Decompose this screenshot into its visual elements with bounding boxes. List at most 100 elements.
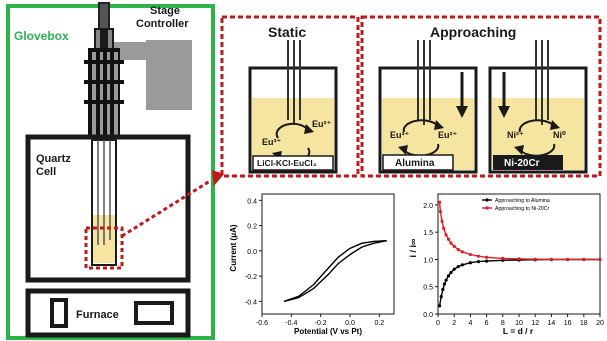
nicr-label: Ni-20Cr bbox=[504, 158, 540, 169]
plot-frame bbox=[437, 193, 601, 315]
approach-legend: Approaching to Alumina Approaching to Ni-… bbox=[482, 198, 550, 212]
cv-series bbox=[283, 240, 387, 303]
y-tick-label: -0.2 bbox=[245, 274, 257, 281]
stage-label-2: Controller bbox=[136, 18, 189, 30]
static-label-box bbox=[252, 155, 334, 171]
stage-label-1: Stage bbox=[150, 5, 180, 17]
y-tick-label: 0.0 bbox=[423, 312, 433, 319]
alumina-beaker bbox=[378, 40, 478, 174]
y-tick-label: 1.5 bbox=[423, 230, 433, 237]
series-point-0 bbox=[438, 304, 442, 308]
series-point-1 bbox=[438, 209, 443, 214]
furnace-label: Furnace bbox=[76, 309, 119, 321]
series-point-0 bbox=[444, 278, 448, 282]
x-tick-label: 0 bbox=[436, 320, 440, 327]
stage-controller bbox=[146, 40, 192, 110]
quartz-label-2: Cell bbox=[36, 166, 56, 178]
legend-label-0: Approaching to Alumina bbox=[495, 198, 550, 204]
series-point-0 bbox=[439, 294, 443, 299]
series-line-0 bbox=[283, 240, 387, 303]
approach-axes bbox=[437, 193, 601, 315]
series-point-0 bbox=[449, 270, 453, 275]
legend-label-1: Approaching to Ni-20Cr bbox=[495, 206, 549, 212]
series-point-1 bbox=[449, 241, 453, 245]
approach-ticks: 0 2 4 6 8 10 12 14 16 18 20 0.0 0.5 1.0 1.5 2.0 bbox=[423, 203, 604, 327]
series-point-0 bbox=[468, 261, 472, 265]
nicr-ion-right: Ni⁰ bbox=[553, 130, 566, 140]
cv-ylabel: Current (μA) bbox=[229, 224, 238, 271]
plot-frame bbox=[261, 193, 395, 315]
cv-chart: -0.6 -0.4 -0.2 0.0 0.2 -0.4 -0.2 0.0 0.2 0.4 Pote… bbox=[229, 193, 395, 336]
x-tick-label: 8 bbox=[501, 320, 505, 327]
y-tick-label: 1.0 bbox=[423, 257, 433, 264]
cv-xlabel: Potential (V vs Pt) bbox=[294, 327, 362, 336]
glovebox-label: Glovebox bbox=[14, 29, 69, 43]
series-point-1 bbox=[582, 257, 586, 261]
alumina-ion-right: Eu²⁺ bbox=[438, 130, 457, 140]
series-point-1 bbox=[598, 257, 602, 262]
series-point-1 bbox=[446, 237, 451, 241]
alumina-label: Alumina bbox=[395, 158, 435, 169]
x-tick-label: 18 bbox=[580, 320, 588, 327]
series-point-0 bbox=[460, 263, 464, 267]
series-point-1 bbox=[442, 226, 446, 230]
series-point-1 bbox=[468, 252, 472, 257]
approach-chart: 0 2 4 6 8 10 12 14 16 18 20 0.0 0.5 1.0 1.5 2.0 Approac… bbox=[408, 193, 604, 336]
x-tick-label: 0.2 bbox=[374, 320, 384, 327]
alumina-ion-left: Eu³⁺ bbox=[390, 130, 409, 140]
series-point-1 bbox=[485, 255, 489, 259]
series-point-1 bbox=[452, 244, 456, 248]
alumina-label-box bbox=[382, 154, 454, 171]
y-tick-label: 2.0 bbox=[423, 203, 433, 210]
y-tick-label: 0.0 bbox=[247, 249, 257, 256]
series-point-0 bbox=[442, 282, 447, 286]
static-panel-frame bbox=[220, 15, 360, 178]
approach-xlabel: L = d / r bbox=[503, 326, 534, 336]
series-point-1 bbox=[444, 233, 448, 237]
cv-axes bbox=[261, 193, 395, 315]
x-tick-label: -0.4 bbox=[285, 320, 297, 327]
x-tick-label: 16 bbox=[564, 320, 572, 327]
electrode-assembly bbox=[84, 2, 124, 138]
series-line-0 bbox=[438, 258, 600, 306]
series-point-1 bbox=[517, 257, 521, 261]
legend-marker-1 bbox=[485, 206, 489, 210]
approach-ylabel: i / i∞ bbox=[408, 238, 418, 258]
x-tick-label: 20 bbox=[596, 320, 604, 327]
legend-marker-0 bbox=[485, 198, 489, 202]
series-point-1 bbox=[533, 257, 537, 261]
series-point-0 bbox=[452, 267, 456, 271]
nicr-beaker bbox=[488, 40, 588, 174]
y-tick-label: 0.2 bbox=[247, 224, 257, 231]
zoom-arrow bbox=[121, 179, 211, 238]
static-salt-label: LiCl-KCl-EuCl₃ bbox=[257, 158, 317, 168]
series-point-0 bbox=[485, 259, 489, 263]
zoom-region-box bbox=[84, 226, 124, 270]
y-tick-label: 0.4 bbox=[247, 198, 257, 205]
y-tick-label: 0.5 bbox=[423, 285, 433, 292]
series-point-1 bbox=[440, 219, 444, 223]
series-point-1 bbox=[566, 257, 570, 261]
y-tick-label: -0.4 bbox=[245, 299, 257, 306]
x-tick-label: 0.0 bbox=[345, 320, 355, 327]
series-point-0 bbox=[476, 260, 481, 264]
series-point-0 bbox=[441, 287, 445, 292]
static-beaker bbox=[248, 40, 338, 174]
x-tick-label: 4 bbox=[468, 320, 472, 327]
x-tick-label: -0.6 bbox=[256, 320, 268, 327]
approaching-panel-frame bbox=[360, 15, 602, 178]
x-tick-label: 6 bbox=[485, 320, 489, 327]
series-point-0 bbox=[456, 264, 460, 269]
series-point-1 bbox=[549, 257, 553, 261]
quartz-label-1: Quartz bbox=[36, 153, 71, 165]
series-point-1 bbox=[460, 250, 464, 254]
approaching-title: Approaching bbox=[430, 24, 516, 40]
series-point-1 bbox=[501, 256, 505, 260]
series-point-1 bbox=[456, 248, 460, 252]
static-ion-right: Eu²⁺ bbox=[312, 119, 331, 129]
nicr-ion-left: Ni²⁺ bbox=[507, 130, 524, 140]
static-title: Static bbox=[268, 24, 306, 40]
series-point-0 bbox=[446, 274, 451, 278]
series-point-1 bbox=[476, 254, 481, 258]
